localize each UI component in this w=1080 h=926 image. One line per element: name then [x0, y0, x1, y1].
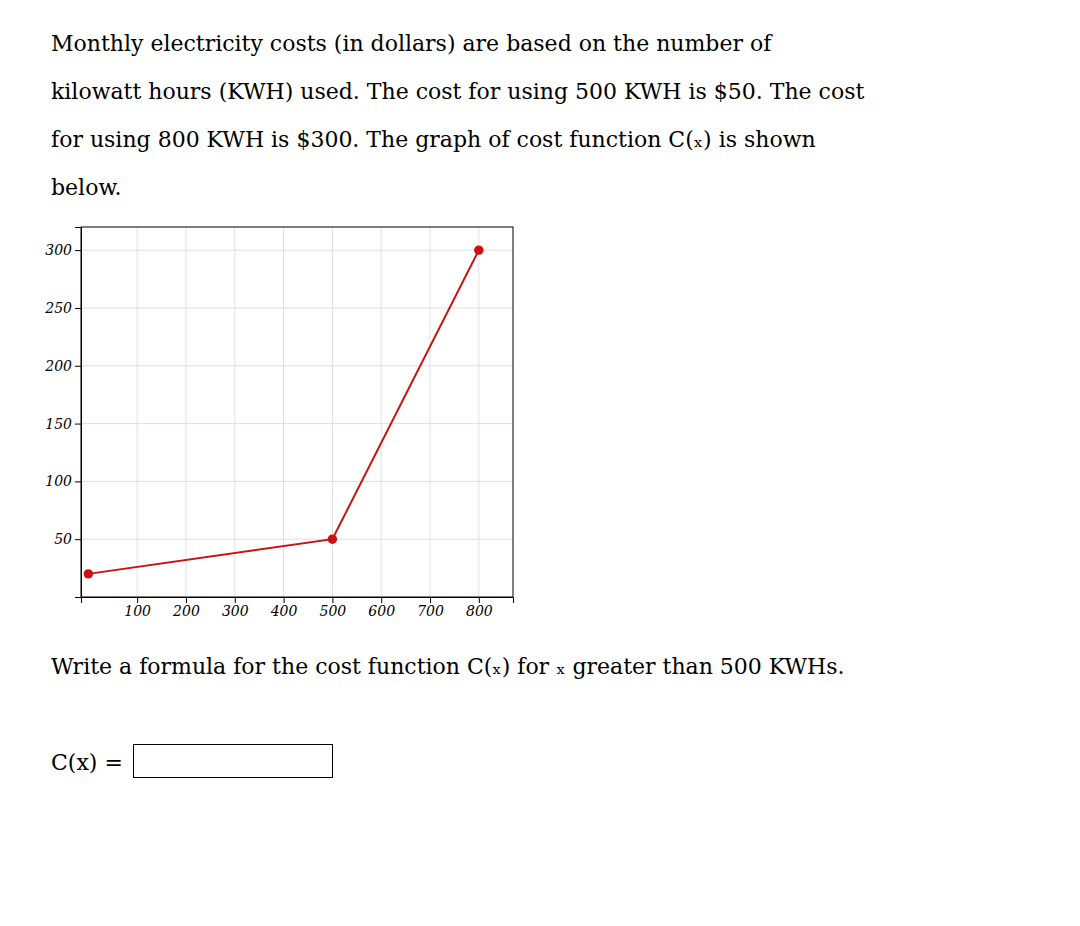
x-grid-line	[185, 227, 186, 597]
x-tick-label: 600	[368, 603, 395, 619]
x-tick-label: 700	[417, 603, 444, 619]
x-tick: 800	[466, 597, 493, 619]
paragraph-line: below.	[51, 175, 122, 200]
x-grid-line	[283, 227, 284, 597]
y-tick-mark	[75, 539, 81, 540]
x-tick: 300	[222, 597, 249, 619]
y-tick-label: 200	[44, 358, 72, 374]
x-tick-label: 100	[124, 603, 151, 619]
x-tick-label: 300	[222, 603, 249, 619]
paragraph-line: for using 800 KWH is $300. The graph of …	[51, 127, 816, 152]
paragraph-line: kilowatt hours (KWH) used. The cost for …	[51, 79, 864, 104]
answer-label: C(x) =	[51, 750, 123, 775]
x-tick: 500	[320, 597, 347, 619]
y-axis: 50 100 150 200 250 300	[44, 228, 81, 598]
x-tick: 200	[172, 597, 200, 619]
y-grid-line	[81, 423, 513, 424]
x-grid-line	[430, 227, 431, 597]
x-tick-label: 400	[270, 603, 298, 619]
y-tick-label: 300	[45, 242, 72, 258]
y-grid-line	[81, 365, 513, 366]
cost-point	[328, 534, 337, 543]
y-tick-mark	[75, 250, 81, 251]
chart-canvas: Monthly electricity costs (in dollars) a…	[0, 0, 1080, 926]
cost-point	[84, 569, 93, 578]
x-tick: 600	[368, 597, 395, 619]
x-grid-line	[234, 227, 235, 597]
plot-marks	[84, 245, 484, 578]
cost-line	[88, 250, 479, 574]
y-tick: 100	[45, 473, 81, 489]
y-axis-line	[75, 228, 82, 598]
y-tick: 150	[45, 416, 81, 432]
x-grid-line	[137, 227, 138, 597]
x-grid-line	[478, 227, 479, 597]
paragraph-line: Monthly electricity costs (in dollars) a…	[51, 31, 773, 56]
y-tick-label: 50	[54, 531, 72, 547]
plot-frame	[81, 227, 513, 597]
y-grid-line	[81, 250, 513, 251]
y-tick: 300	[45, 242, 81, 258]
answer-input[interactable]	[133, 744, 333, 778]
y-tick-mark	[75, 308, 81, 309]
x-tick: 400	[270, 597, 298, 619]
y-tick: 250	[44, 300, 81, 316]
y-tick-label: 250	[44, 300, 72, 316]
x-tick: 100	[124, 597, 151, 619]
y-grid-line	[81, 481, 513, 482]
y-tick-mark	[75, 424, 81, 425]
x-axis: 100 200 300 400 500 600 700 800	[82, 597, 514, 619]
x-tick-label: 200	[172, 603, 200, 619]
y-tick: 50	[54, 531, 81, 547]
x-tick-label: 500	[320, 603, 347, 619]
y-grid-line	[81, 307, 513, 308]
question: Write a formula for the cost function C(…	[51, 654, 845, 679]
x-grid-line	[381, 227, 382, 597]
x-tick-label: 800	[466, 603, 493, 619]
y-tick-label: 150	[45, 416, 72, 432]
grid	[81, 227, 513, 597]
x-tick: 700	[417, 597, 444, 619]
cost-point	[474, 245, 483, 254]
y-tick: 200	[44, 358, 81, 374]
y-tick-label: 100	[45, 473, 72, 489]
y-grid-line	[81, 539, 513, 540]
y-tick-mark	[75, 481, 81, 482]
y-tick-mark	[75, 366, 81, 367]
